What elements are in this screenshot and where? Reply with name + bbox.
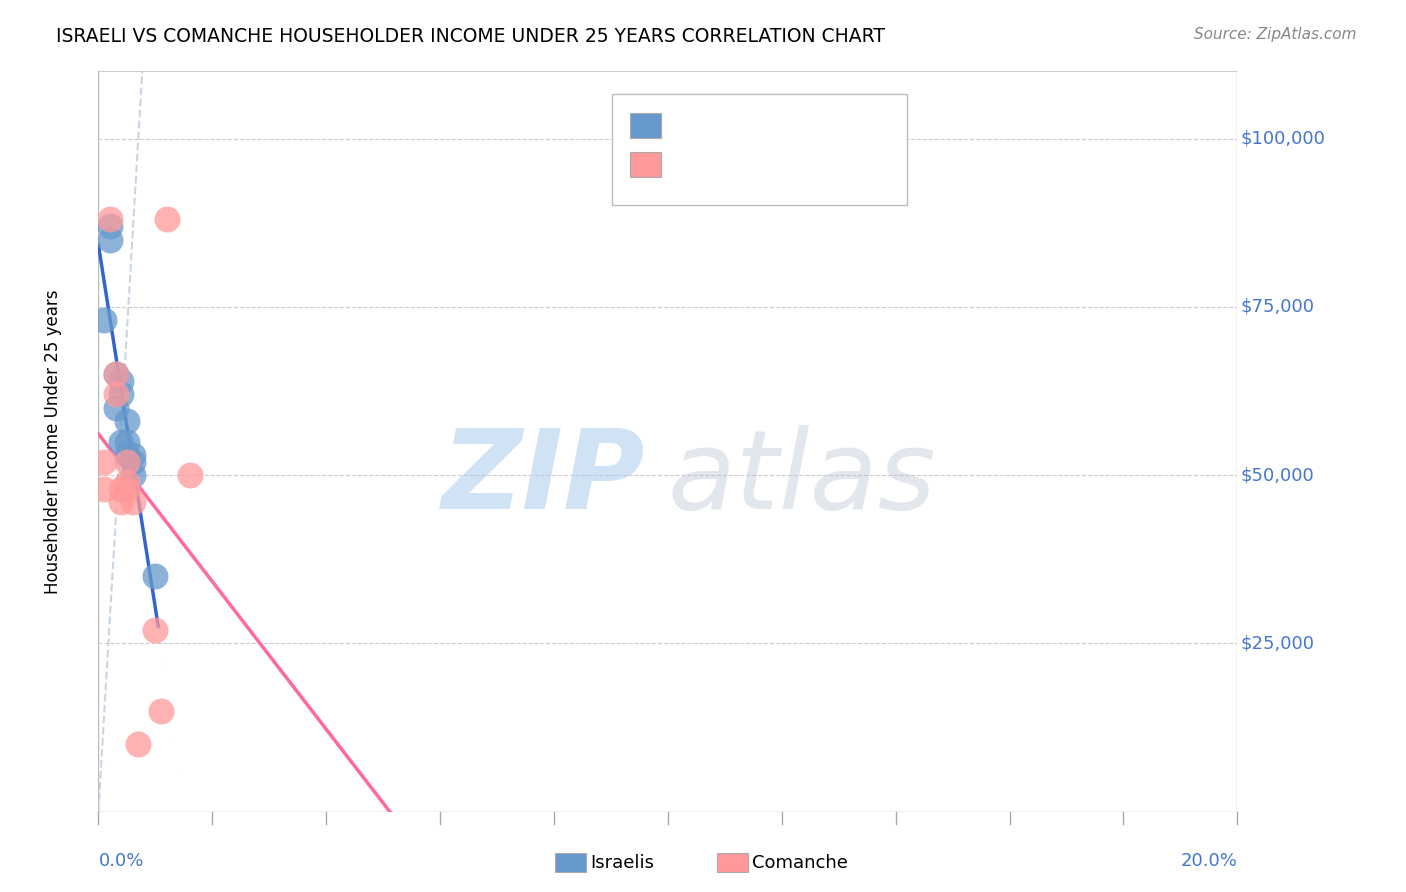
Point: [127, 738, 149, 752]
Point: [110, 482, 132, 496]
Point: [110, 434, 132, 449]
Text: 0.423: 0.423: [707, 118, 763, 136]
Point: [93, 482, 115, 496]
Point: [145, 623, 167, 637]
Text: N =: N =: [766, 118, 806, 136]
Text: 0.381: 0.381: [707, 156, 765, 174]
Point: [93, 455, 115, 469]
Text: $50,000: $50,000: [1240, 467, 1315, 484]
Text: Israelis: Israelis: [591, 854, 655, 871]
Point: [104, 387, 127, 401]
Point: [179, 468, 201, 483]
Point: [156, 212, 179, 227]
Text: 0.0%: 0.0%: [98, 852, 143, 870]
Text: 16: 16: [801, 156, 827, 174]
Point: [115, 455, 138, 469]
Point: [145, 569, 167, 583]
Text: Comanche: Comanche: [752, 854, 848, 871]
Point: [115, 482, 138, 496]
Text: ISRAELI VS COMANCHE HOUSEHOLDER INCOME UNDER 25 YEARS CORRELATION CHART: ISRAELI VS COMANCHE HOUSEHOLDER INCOME U…: [56, 27, 886, 45]
Point: [98, 219, 121, 234]
Point: [93, 313, 115, 327]
Point: [115, 434, 138, 449]
Text: atlas: atlas: [668, 425, 936, 532]
Point: [104, 368, 127, 382]
Point: [150, 704, 173, 718]
Point: [121, 455, 143, 469]
Text: 15: 15: [801, 118, 827, 136]
Text: Source: ZipAtlas.com: Source: ZipAtlas.com: [1194, 27, 1357, 42]
Point: [115, 414, 138, 428]
Point: [110, 374, 132, 388]
Point: [121, 468, 143, 483]
Text: ZIP: ZIP: [441, 425, 645, 532]
Text: $25,000: $25,000: [1240, 634, 1315, 652]
Text: $100,000: $100,000: [1240, 129, 1326, 148]
Point: [98, 233, 121, 247]
Point: [110, 387, 132, 401]
Point: [115, 448, 138, 462]
Point: [121, 495, 143, 509]
Point: [121, 448, 143, 462]
Point: [104, 401, 127, 415]
Point: [115, 475, 138, 489]
Point: [98, 212, 121, 227]
Text: R =: R =: [669, 118, 709, 136]
Text: $75,000: $75,000: [1240, 298, 1315, 316]
Text: R =: R =: [669, 156, 709, 174]
Text: 20.0%: 20.0%: [1181, 852, 1237, 870]
Text: N =: N =: [766, 156, 806, 174]
Point: [110, 495, 132, 509]
Point: [104, 368, 127, 382]
Text: Householder Income Under 25 years: Householder Income Under 25 years: [44, 289, 62, 594]
